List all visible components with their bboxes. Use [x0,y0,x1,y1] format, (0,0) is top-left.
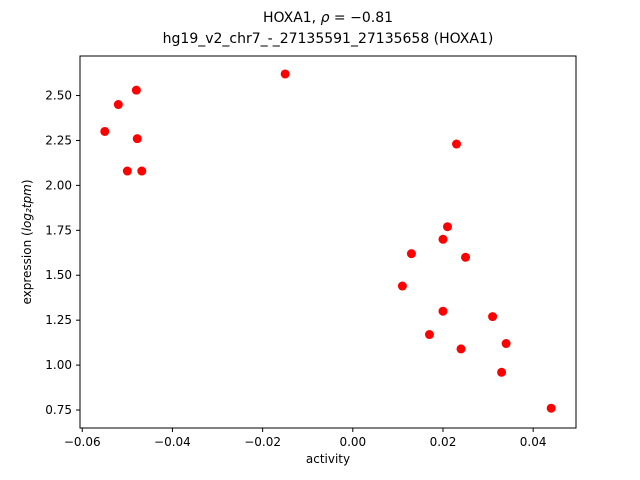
y-tick-label: 2.25 [45,133,72,147]
x-tick-label: −0.04 [154,435,191,449]
scatter-point [501,339,511,349]
chart-title-correlation: = −0.81 [329,10,394,26]
y-tick-label: 2.50 [45,89,72,103]
chart-title-prefix: HOXA1, [262,10,321,26]
x-tick-label: 0.04 [520,435,547,449]
y-tick-label: 0.75 [45,403,72,417]
scatter-point [424,330,434,340]
scatter-point [488,312,498,322]
x-axis-label: activity [305,452,351,466]
scatter-point [456,344,466,354]
chart-title-rho: ρ [320,10,330,26]
y-tick-label: 1.00 [45,358,72,372]
scatter-point [406,249,416,259]
scatter-point [122,166,132,176]
y-tick-label: 1.50 [45,268,72,282]
y-axis-label-prefix: expression ( [20,231,34,305]
x-tick-label: 0.02 [430,435,457,449]
scatter-point [452,139,462,149]
x-tick-label: −0.02 [244,435,281,449]
chart-subtitle: hg19_v2_chr7_-_27135591_27135658 (HOXA1) [162,31,494,47]
chart-title: HOXA1, ρ = −0.81 [80,10,576,26]
scatter-point [137,166,147,176]
y-tick-label: 1.25 [45,313,72,327]
x-tick-label: 0.00 [339,435,366,449]
scatter-point [113,100,123,110]
scatter-point [442,222,452,232]
y-axis-label-math: log₂tpm [20,184,34,232]
scatter-point [438,306,448,316]
scatter-point [461,252,471,262]
scatter-point [497,367,507,377]
scatter-point [397,281,407,291]
y-tick-label: 1.75 [45,223,72,237]
y-tick-label: 2.00 [45,178,72,192]
scatter-point [438,234,448,244]
scatter-point [546,403,556,413]
axes-frame [79,55,577,429]
scatter-point [280,69,290,79]
scatter-point [132,134,142,144]
y-axis-label-suffix: ) [20,179,34,185]
x-tick-label: −0.06 [64,435,101,449]
scatter-point [100,126,110,136]
scatter-point [131,85,141,95]
